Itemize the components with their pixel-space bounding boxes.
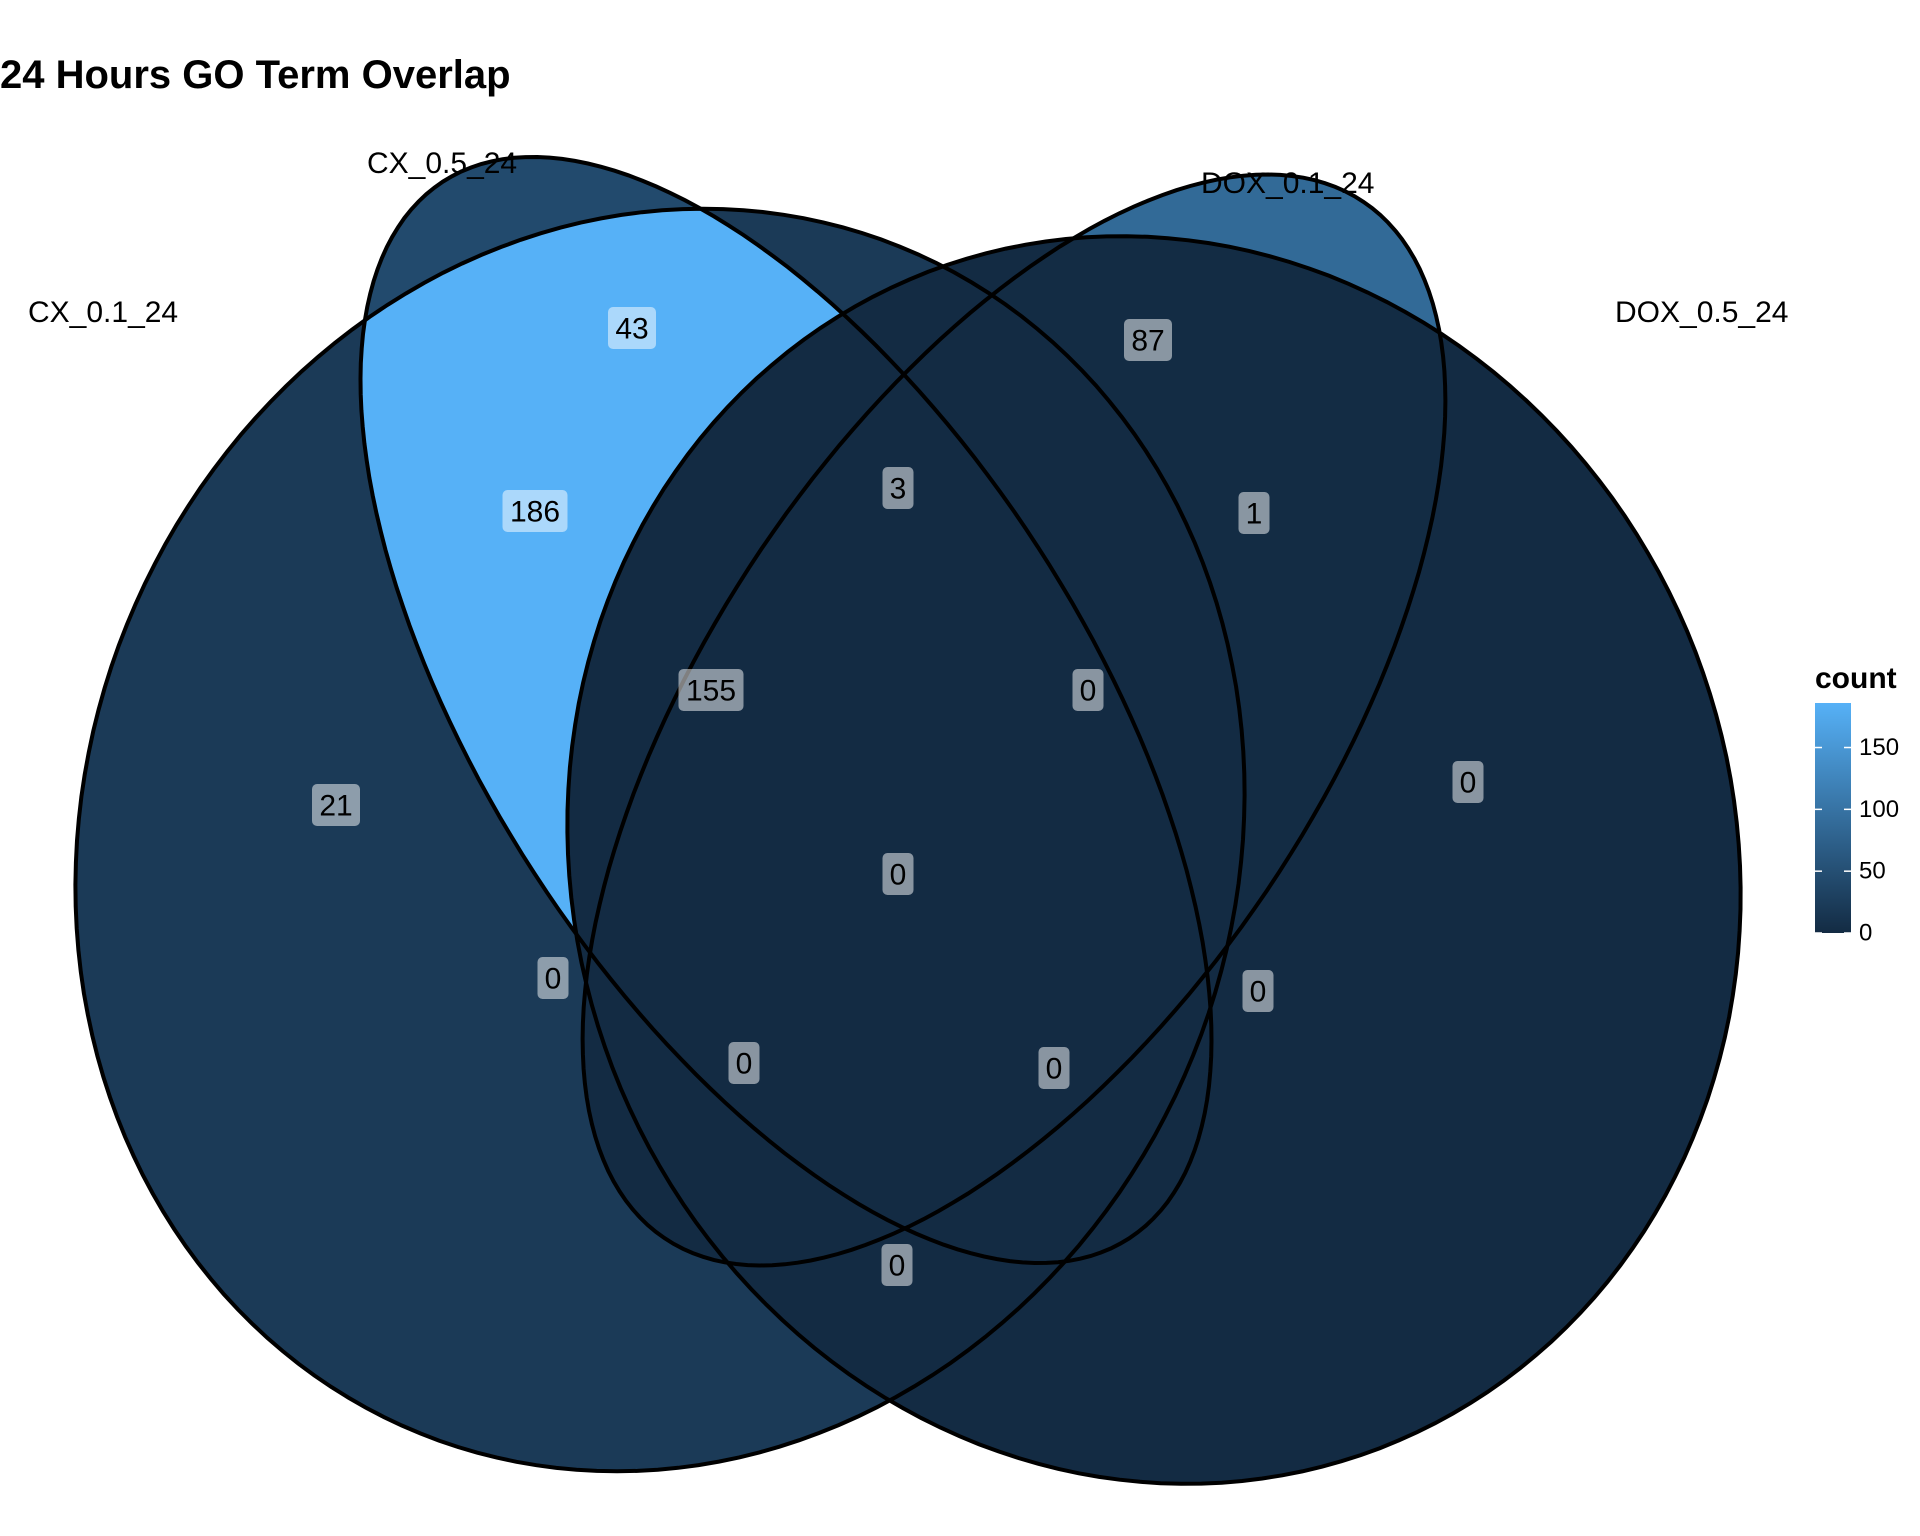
count-label-box	[537, 957, 569, 999]
set-outline-1	[358, 154, 1214, 1266]
count-label-box	[608, 307, 656, 349]
set-label-dox-0-5: DOX_0.5_24	[1615, 296, 1788, 329]
count-label-text: 87	[1131, 325, 1164, 358]
legend-tick-label: 150	[1859, 734, 1899, 761]
count-label-box	[882, 853, 914, 895]
count-label-box	[502, 490, 568, 532]
count-label-text: 0	[736, 1048, 753, 1081]
count-label: 155	[678, 669, 744, 711]
count-label: 21	[312, 784, 360, 826]
count-label-text: 43	[615, 313, 648, 346]
count-label: 0	[728, 1042, 760, 1084]
count-label-box	[1124, 319, 1172, 361]
count-label-box	[1038, 1047, 1070, 1089]
count-label-text: 155	[686, 675, 736, 708]
count-label: 3	[882, 467, 914, 509]
set-outlines	[73, 154, 1743, 1486]
count-label: 186	[502, 490, 568, 532]
count-label-text: 0	[1250, 976, 1267, 1009]
color-legend: count 150 100 50 0	[1815, 662, 1899, 947]
legend-tick-label: 50	[1859, 858, 1886, 885]
count-label: 87	[1124, 319, 1172, 361]
count-label-text: 21	[319, 790, 352, 823]
chart-title: 24 Hours GO Term Overlap	[0, 53, 511, 97]
count-label-text: 0	[1080, 675, 1097, 708]
set-outline-2	[580, 172, 1448, 1268]
count-label-box	[1238, 492, 1270, 534]
set-label-cx-0-5: CX_0.5_24	[367, 147, 517, 180]
count-labels: 21 43 87 0 186 3 1 0 0 0 155 0 0 0 0	[312, 307, 1484, 1286]
count-label: 0	[881, 1244, 913, 1286]
count-label-box	[728, 1042, 760, 1084]
count-label-box	[1072, 669, 1104, 711]
count-label-box	[1242, 970, 1274, 1012]
set-label-dox-0-1: DOX_0.1_24	[1201, 167, 1374, 200]
count-label-box	[1452, 761, 1484, 803]
set-outline-0	[73, 206, 1247, 1474]
count-label-text: 0	[1046, 1053, 1063, 1086]
count-label-text: 1	[1246, 498, 1263, 531]
legend-title: count	[1815, 662, 1897, 695]
count-label: 43	[608, 307, 656, 349]
count-label-box	[678, 669, 744, 711]
legend-tick-label: 0	[1859, 920, 1872, 947]
count-label: 0	[882, 853, 914, 895]
count-label: 0	[1452, 761, 1484, 803]
count-label-text: 3	[890, 473, 907, 506]
legend-colorbar	[1815, 703, 1851, 933]
count-label: 0	[1038, 1047, 1070, 1089]
count-label-text: 0	[890, 859, 907, 892]
count-label-box	[312, 784, 360, 826]
count-label-box	[881, 1244, 913, 1286]
count-label-box	[882, 467, 914, 509]
count-label: 0	[1072, 669, 1104, 711]
count-label-text: 0	[889, 1250, 906, 1283]
count-label-text: 186	[510, 496, 560, 529]
count-label: 1	[1238, 492, 1270, 534]
count-label-text: 0	[545, 963, 562, 996]
legend-tick-label: 100	[1859, 796, 1899, 823]
count-label-text: 0	[1460, 767, 1477, 800]
set-outline-3	[565, 234, 1743, 1486]
count-label: 0	[537, 957, 569, 999]
count-label: 0	[1242, 970, 1274, 1012]
legend-ticks: 150 100 50 0	[1815, 734, 1899, 947]
set-label-cx-0-1: CX_0.1_24	[28, 296, 178, 329]
